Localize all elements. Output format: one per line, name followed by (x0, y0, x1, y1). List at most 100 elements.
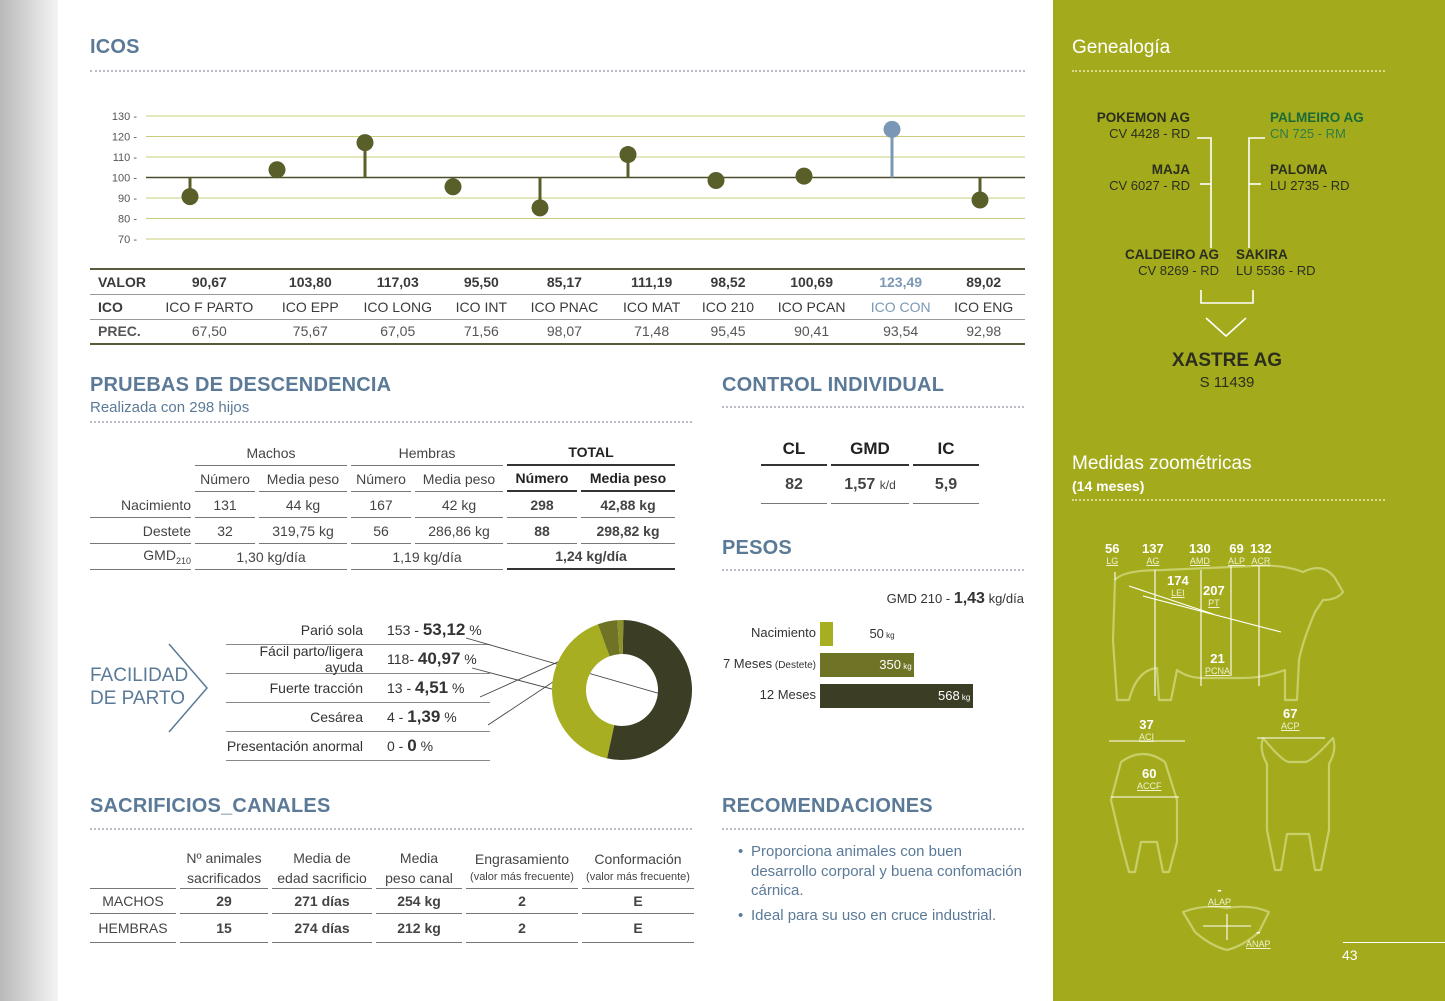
right-panel: Genealogía POKEMON AG CV 4428 - RD PALMEI… (1053, 0, 1445, 1001)
row-label: VALOR (90, 268, 148, 295)
ico-row: ICO ICO F PARTO ICO EPP ICO LONG ICO INT ICO… (90, 294, 1025, 320)
machos-header: Machos (195, 440, 347, 466)
y-tick-label: 110 - (113, 152, 138, 164)
cell: 2 (466, 888, 578, 914)
zoometria-title: Medidas zoométricas (1072, 453, 1252, 474)
cell: 44 kg (259, 492, 347, 518)
facilidad-label: Fuerte tracción (269, 680, 363, 696)
measure-lg: 56 LG (1105, 541, 1120, 566)
table-row: HEMBRAS 15 274 días 212 kg 2 E (90, 914, 694, 943)
ico-prec-cell: 98,07 (517, 319, 612, 345)
ico-ico-cell: ICO PCAN (764, 294, 859, 320)
peso-bar (820, 622, 834, 646)
measure-alap: - ALAP (1208, 882, 1232, 907)
y-tick-label: 80 - (118, 214, 137, 226)
cell: 2 (466, 914, 578, 943)
ico-point (883, 120, 901, 138)
y-tick-label: 90 - (118, 193, 137, 205)
ico-valor-cell: 98,52 (691, 268, 765, 295)
gmd-label: GMD210 (90, 544, 191, 570)
ancestor-maja: MAJA CV 6027 - RD (1109, 162, 1190, 193)
ico-prec-cell: 67,05 (349, 319, 446, 345)
facilidad-title-l1: FACILIDAD (90, 665, 189, 686)
measure-acr: 132 ACR (1250, 541, 1272, 566)
gmd-total: 1,24 kg/día (507, 544, 675, 570)
footer-rule (1343, 942, 1445, 943)
facilidad-label: Parió sola (300, 622, 363, 638)
ico-prec-cell: 92,98 (942, 319, 1025, 345)
row-label: HEMBRAS (90, 914, 176, 943)
ico-point (181, 188, 199, 206)
icos-chart: 130 - 120 - 110 - 100 - 90 - 80 - 70 - (112, 111, 1025, 246)
descendencia-subtitle: Realizada con 298 hijos (90, 399, 250, 416)
sacrificios-title: SACRIFICIOS_CANALES (90, 795, 331, 817)
table-row: Nacimiento 131 44 kg 167 42 kg 298 42,88… (90, 492, 675, 518)
header-edad: Media de edad sacrificio (277, 850, 367, 886)
header-peso: Media peso canal (385, 850, 453, 886)
page-gutter (0, 0, 58, 1001)
ico-valor-cell: 90,67 (148, 268, 271, 295)
ico-point (531, 199, 549, 217)
ico-ico-cell: ICO F PARTO (148, 294, 271, 320)
donut-slice (606, 620, 692, 760)
facilidad-value: 118- 40,97 % (387, 649, 477, 668)
ico-valor-cell: 117,03 (349, 268, 446, 295)
pesos-chart: Nacimiento 50 kg 7 Meses (Destete) 350 kg 12… (700, 622, 1030, 712)
measure-ag: 137 AG (1142, 541, 1164, 566)
ancestor-pokemon: POKEMON AG CV 4428 - RD (1096, 110, 1190, 141)
row-label: PREC. (90, 319, 148, 345)
col-numero: Número (507, 466, 577, 492)
cell: 298,82 kg (581, 518, 675, 544)
hembras-header: Hembras (351, 440, 503, 466)
ico-ico-cell: ICO 210 (691, 294, 765, 320)
table-row: Destete 32 319,75 kg 56 286,86 kg 88 298… (90, 518, 675, 544)
measure-aci: 37 ACI (1139, 717, 1155, 742)
cell: 319,75 kg (259, 518, 347, 544)
valor-row: VALOR 90,67 103,80 117,03 95,50 85,17 111,19 9… (90, 268, 1025, 295)
ico-prec-cell: 93,54 (858, 319, 943, 345)
ico-point (356, 134, 374, 152)
cell: 271 días (272, 888, 372, 914)
cell: 56 (351, 518, 411, 544)
pesos-gmd: GMD 210 - 1,43 kg/día (886, 590, 1024, 607)
facilidad-title-l2: DE PARTO (90, 688, 186, 709)
ico-ico-cell: ICO ENG (942, 294, 1025, 320)
measure-pcna: 21 PCNA (1205, 651, 1231, 676)
cl-label: CL (761, 434, 827, 466)
ico-point (444, 178, 462, 196)
cell: 32 (195, 518, 255, 544)
descendencia-title: PRUEBAS DE DESCENDENCIA (90, 374, 392, 396)
ico-ico-cell: ICO INT (445, 294, 518, 320)
divider (722, 406, 1024, 408)
ancestor-palmeiro: PALMEIRO AG CN 725 - RM (1270, 110, 1364, 141)
col-media: Media peso (581, 466, 675, 492)
divider (90, 421, 692, 423)
ico-ico-cell: ICO CON (858, 294, 943, 320)
gmd-value: 1,57 k/d (831, 466, 909, 504)
icos-title: ICOS (90, 36, 140, 58)
ico-ico-cell: ICO LONG (349, 294, 446, 320)
list-item: • Proporciona animales con buen desarroll… (738, 843, 1022, 899)
row-label: Destete (90, 518, 191, 544)
peso-label: Nacimiento (750, 625, 816, 640)
ico-point (971, 191, 989, 209)
ico-valor-cell: 95,50 (445, 268, 518, 295)
cow-front-outline (1260, 736, 1336, 872)
genealogia-title: Genealogía (1072, 37, 1171, 58)
total-header: TOTAL (507, 440, 675, 466)
ico-prec-cell: 71,56 (445, 319, 518, 345)
measure-anap: - ANAP (1246, 924, 1271, 949)
y-tick-label: 70 - (118, 234, 137, 246)
divider (90, 70, 1025, 72)
y-tick-label: 130 - (112, 111, 137, 123)
sacrificios-table: Nº animales sacrificados Media de edad sac… (86, 848, 698, 943)
cell: 42,88 kg (581, 492, 675, 518)
gmd-machos: 1,30 kg/día (195, 544, 347, 570)
facilidad-item: Fuerte tracción 13 - 4,51 % (226, 674, 490, 703)
y-tick-label: 100 - (112, 173, 137, 185)
cell: 131 (195, 492, 255, 518)
divider (722, 828, 1024, 830)
descendencia-table: Machos Hembras TOTAL Número Media peso N… (86, 440, 679, 570)
cow-rear-outline (1109, 752, 1179, 874)
gmd-row: GMD210 1,30 kg/día 1,19 kg/día 1,24 kg/d… (90, 544, 675, 570)
